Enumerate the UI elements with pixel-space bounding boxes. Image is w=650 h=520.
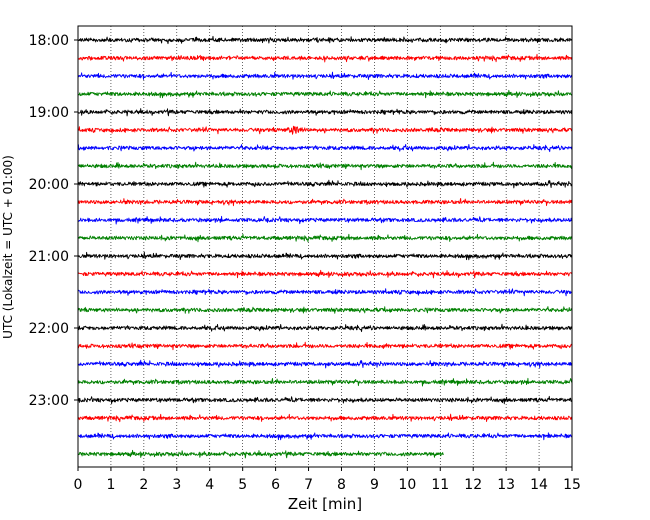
seismic-trace (77, 125, 573, 135)
seismic-trace (77, 251, 573, 261)
x-tick-label: 7 (304, 477, 313, 493)
x-tick-label: 9 (370, 477, 379, 493)
x-tick-label: 5 (238, 477, 247, 493)
plot-frame (77, 25, 573, 468)
seismic-trace (77, 341, 573, 351)
y-tick-label: 18:00 (29, 33, 69, 49)
x-tick-label: 4 (205, 477, 214, 493)
seismic-trace (77, 359, 573, 369)
trace-group (77, 35, 573, 459)
seismic-trace (77, 89, 573, 99)
y-tick-label: 21:00 (29, 249, 69, 265)
x-tick-label: 11 (431, 477, 449, 493)
x-tick-label: 1 (106, 477, 115, 493)
y-tick-label: 20:00 (29, 177, 69, 193)
x-tick-label: 14 (530, 477, 548, 493)
x-tick-label: 3 (172, 477, 181, 493)
x-tick-label: 6 (271, 477, 280, 493)
seismic-trace (77, 288, 573, 297)
seismic-trace (77, 143, 573, 153)
y-tick-label: 22:00 (29, 321, 69, 337)
seismic-trace (77, 35, 573, 45)
seismic-trace (77, 215, 573, 225)
y-tick-label: 23:00 (29, 393, 69, 409)
seismic-trace (77, 269, 573, 279)
seismic-trace (77, 179, 573, 189)
seismic-trace (77, 161, 573, 171)
x-tick-label: 12 (464, 477, 482, 493)
x-axis-title: Zeit [min] (288, 495, 362, 513)
seismic-trace (77, 108, 573, 117)
y-axis: 18:00 19:00 20:00 21:00 22:00 23:00 (29, 33, 78, 409)
x-tick-label: 10 (398, 477, 416, 493)
x-tick-label: 13 (497, 477, 515, 493)
x-tick-label: 0 (74, 477, 83, 493)
seismic-trace (77, 432, 573, 441)
seismic-trace (77, 71, 573, 81)
y-tick-label: 19:00 (29, 105, 69, 121)
seismic-trace (77, 413, 573, 423)
seismic-trace (77, 395, 573, 405)
seismic-trace (77, 377, 573, 387)
x-tick-label: 2 (139, 477, 148, 493)
x-tick-label: 8 (337, 477, 346, 493)
seismic-trace (77, 323, 573, 333)
seismic-trace (77, 53, 573, 63)
seismic-trace (77, 306, 573, 314)
y-axis-title: UTC (Lokalzeit = UTC + 01:00) (1, 155, 15, 339)
x-axis: 0 1 2 3 4 5 6 7 8 9 10 11 12 13 14 15 (74, 467, 581, 493)
seismic-trace (77, 233, 573, 243)
x-tick-label: 15 (563, 477, 581, 493)
seismic-trace (77, 197, 573, 207)
seismic-trace (77, 449, 444, 459)
